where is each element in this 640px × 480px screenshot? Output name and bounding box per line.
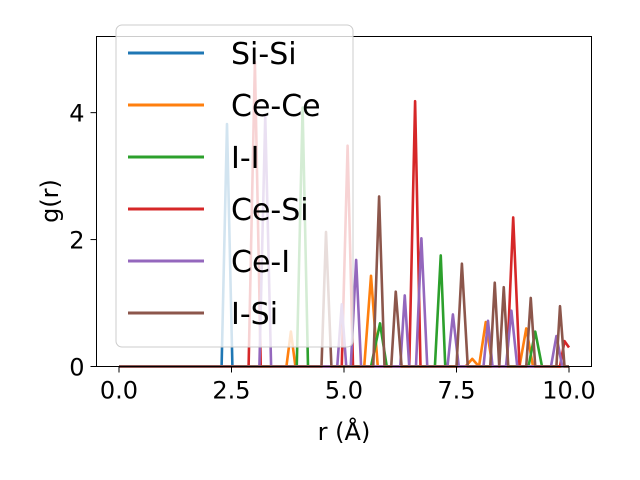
legend-label: Ce-Si: [231, 193, 309, 228]
x-axis-label: r (Å): [318, 417, 371, 446]
y-tick-label: 4: [69, 100, 84, 128]
y-tick-label: 2: [69, 227, 84, 255]
x-tick-label: 5.0: [325, 377, 363, 405]
legend: Si-Si Ce-Ce I-I Ce-Si Ce-I I-Si: [115, 24, 354, 348]
x-tick-label: 0.0: [100, 377, 138, 405]
x-tick-label: 10.0: [542, 377, 595, 405]
legend-label: I-I: [231, 141, 260, 176]
x-axis: 0.0 2.5 5.0 7.5 10.0: [100, 366, 596, 405]
y-axis: 0 2 4: [69, 100, 97, 382]
legend-label: Si-Si: [231, 37, 297, 72]
x-tick-label: 2.5: [212, 377, 250, 405]
legend-label: Ce-I: [231, 245, 290, 280]
y-tick-label: 0: [69, 354, 84, 382]
x-tick-label: 7.5: [437, 377, 475, 405]
legend-label: I-Si: [231, 297, 278, 332]
y-axis-label: g(r): [36, 179, 64, 223]
legend-label: Ce-Ce: [231, 89, 321, 124]
